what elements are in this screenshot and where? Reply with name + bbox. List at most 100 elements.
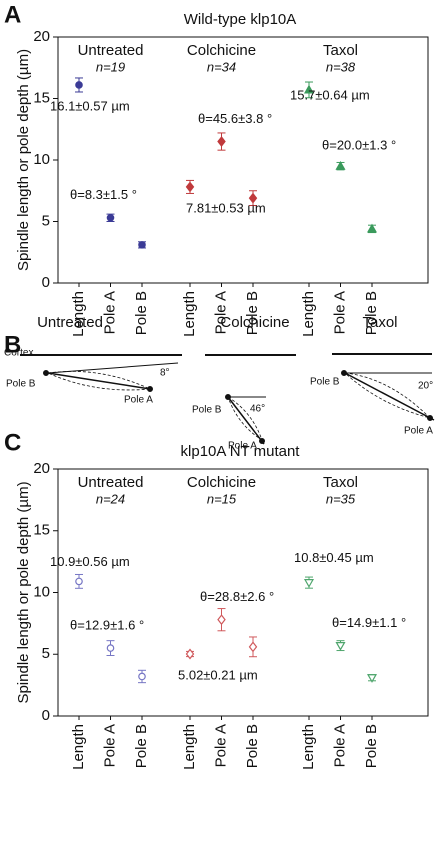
length-annotation: 16.1±0.57 µm xyxy=(50,98,130,113)
angle-annotation: θ=14.9±1.1 ° xyxy=(332,615,406,630)
x-tick-label: Pole B xyxy=(244,291,261,335)
pole-label: Pole B xyxy=(192,405,222,416)
data-point xyxy=(217,614,226,626)
length-annotation: 10.9±0.56 µm xyxy=(50,554,130,569)
data-point xyxy=(106,214,115,222)
data-point xyxy=(106,644,115,652)
data-point xyxy=(138,672,146,681)
pole-label: Pole A xyxy=(228,441,257,452)
x-tick-label: Length xyxy=(70,724,87,770)
data-point xyxy=(217,136,226,148)
spindle xyxy=(343,372,432,419)
panel-label: B xyxy=(4,331,21,358)
angle-annotation: θ=20.0±1.3 ° xyxy=(322,138,396,153)
x-tick-label: Length xyxy=(181,724,198,770)
pole xyxy=(225,394,231,400)
x-tick-label: Length xyxy=(300,291,317,337)
chart-title: klp10A NT mutant xyxy=(181,443,301,460)
length-annotation: 7.81±0.53 µm xyxy=(186,200,266,215)
x-tick-label: Pole A xyxy=(101,291,118,334)
y-tick-label: 10 xyxy=(33,583,50,600)
angle-line xyxy=(47,362,179,374)
data-point xyxy=(75,577,83,586)
data-point xyxy=(335,160,346,170)
pole xyxy=(43,370,49,376)
n-label: n=24 xyxy=(96,491,125,506)
pole-label: Pole B xyxy=(310,377,340,388)
n-label: n=34 xyxy=(207,59,236,74)
y-tick-label: 5 xyxy=(42,212,50,229)
y-tick-label: 20 xyxy=(33,460,50,477)
y-tick-label: 5 xyxy=(42,645,50,662)
axis-line xyxy=(227,396,265,445)
n-label: n=35 xyxy=(326,491,356,506)
diagram-title: Untreated xyxy=(37,314,103,331)
data-point xyxy=(366,674,378,683)
diagram-title: Colchicine xyxy=(220,314,289,331)
x-tick-label: Pole A xyxy=(331,724,348,767)
angle-label: 46° xyxy=(250,404,265,415)
data-point xyxy=(303,579,315,588)
x-tick-label: Length xyxy=(70,291,87,337)
y-tick-label: 15 xyxy=(33,522,50,539)
axis-line xyxy=(47,372,151,390)
y-tick-label: 0 xyxy=(42,274,50,291)
pole xyxy=(427,415,433,421)
group-label: Colchicine xyxy=(187,474,256,491)
x-tick-label: Pole B xyxy=(363,724,380,768)
group-label: Untreated xyxy=(78,474,144,491)
angle-annotation: θ=45.6±3.8 ° xyxy=(198,111,272,126)
data-point xyxy=(138,241,146,249)
group-label: Colchicine xyxy=(187,42,256,59)
pole xyxy=(341,370,347,376)
x-tick-label: Pole A xyxy=(331,291,348,334)
x-tick-label: Pole B xyxy=(133,724,150,768)
length-annotation: 15.7±0.64 µm xyxy=(290,87,370,102)
pole-label: Pole B xyxy=(6,379,36,390)
panel-label: A xyxy=(4,1,21,28)
length-annotation: 10.8±0.45 µm xyxy=(294,550,374,565)
spindle xyxy=(46,371,152,391)
x-tick-label: Length xyxy=(300,724,317,770)
angle-annotation: θ=28.8±2.6 ° xyxy=(200,589,274,604)
data-point xyxy=(303,84,315,94)
x-tick-label: Pole B xyxy=(244,724,261,768)
x-tick-label: Pole A xyxy=(101,724,118,767)
x-tick-label: Pole B xyxy=(133,291,150,335)
chart-title: Wild-type klp10A xyxy=(184,11,297,28)
cortex-label: Cortex xyxy=(4,348,33,359)
diagram xyxy=(20,353,435,445)
angle-label: 20° xyxy=(418,381,433,392)
pole xyxy=(259,438,265,444)
data-point xyxy=(248,641,258,653)
group-label: Taxol xyxy=(323,474,358,491)
panel-label: C xyxy=(4,429,21,456)
n-label: n=19 xyxy=(96,59,125,74)
group-label: Taxol xyxy=(323,42,358,59)
pole xyxy=(147,386,153,392)
group-label: Untreated xyxy=(78,42,144,59)
data-point xyxy=(75,81,83,89)
length-annotation: 5.02±0.21 µm xyxy=(178,667,258,682)
angle-annotation: θ=8.3±1.5 ° xyxy=(70,187,137,202)
x-tick-label: Length xyxy=(181,291,198,337)
angle-label: 8° xyxy=(160,368,170,379)
data-point xyxy=(335,642,346,651)
y-tick-label: 0 xyxy=(42,707,50,724)
data-point xyxy=(248,192,258,204)
y-tick-label: 20 xyxy=(33,28,50,45)
data-point xyxy=(366,223,378,233)
pole-label: Pole A xyxy=(124,395,153,406)
x-tick-label: Pole B xyxy=(363,291,380,335)
n-label: n=38 xyxy=(326,59,356,74)
y-axis-label: Spindle length or pole depth (µm) xyxy=(15,481,32,703)
x-tick-label: Pole A xyxy=(212,724,229,767)
data-point xyxy=(185,648,195,660)
y-tick-label: 15 xyxy=(33,89,50,106)
pole-label: Pole A xyxy=(404,426,433,437)
y-tick-label: 10 xyxy=(33,151,50,168)
axis-line xyxy=(344,372,435,421)
diagram-title: Taxol xyxy=(362,314,397,331)
x-tick-label: Pole A xyxy=(212,291,229,334)
